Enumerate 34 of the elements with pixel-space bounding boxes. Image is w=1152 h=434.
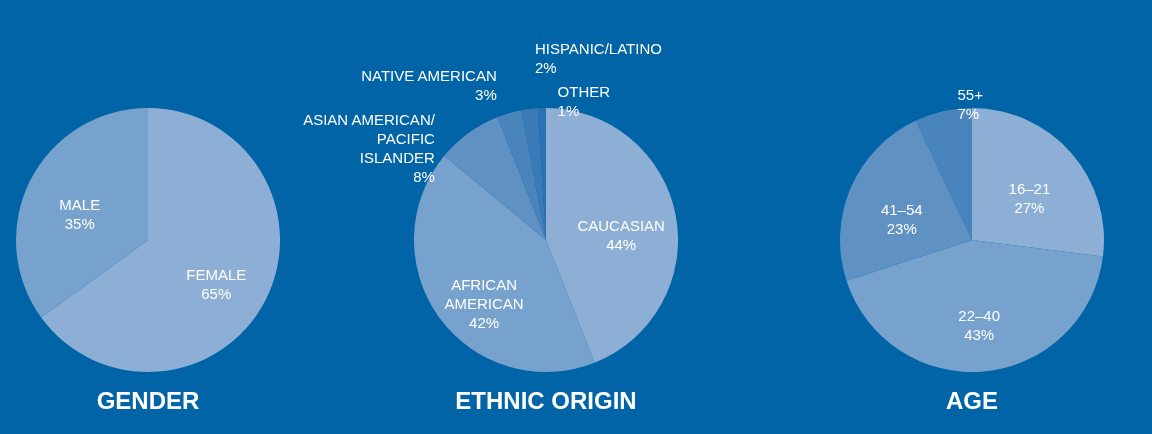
data-label: 2% — [534, 59, 557, 77]
pie-slice — [521, 108, 546, 240]
slice-label: 16–21 — [1008, 180, 1051, 198]
data-label: 35% — [64, 215, 95, 233]
data-label: 7% — [957, 105, 980, 123]
text: GENDER — [96, 387, 200, 414]
data-label: 44% — [606, 235, 637, 253]
pie-slice — [16, 108, 148, 318]
data-label: 23% — [886, 219, 917, 237]
data-label: 65% — [201, 284, 232, 302]
slice-label: CAUCASIAN — [577, 216, 665, 234]
slice-label: MALE — [59, 196, 101, 214]
slice-label: HISPANIC/LATINO — [534, 40, 662, 58]
data-label: 3% — [475, 86, 497, 104]
text: ETHNIC ORIGIN — [455, 387, 637, 414]
slice-label: FEMALE — [186, 265, 247, 283]
pie-slice — [840, 120, 972, 281]
pie-slice — [497, 110, 546, 240]
text: AGE — [945, 387, 999, 414]
data-label: 42% — [469, 314, 500, 331]
pie-slice — [41, 108, 280, 372]
data-label: 8% — [413, 168, 435, 186]
pie-slice — [846, 240, 1103, 372]
data-label: 27% — [1014, 199, 1045, 217]
slice-label: AFRICAN AMERICAN — [444, 276, 524, 312]
data-label: 43% — [964, 326, 995, 344]
slice-label: NATIVE AMERICAN — [361, 67, 497, 85]
pie-slice — [546, 108, 678, 363]
slice-label: 22–40 — [958, 307, 1001, 325]
pie-slice — [444, 117, 546, 240]
slice-label: OTHER — [557, 83, 611, 101]
slice-label: 55+ — [957, 86, 984, 104]
slice-label: ASIAN AMERICAN/ PACIFIC ISLANDER — [303, 111, 436, 167]
slice-label: 41–54 — [880, 200, 923, 218]
